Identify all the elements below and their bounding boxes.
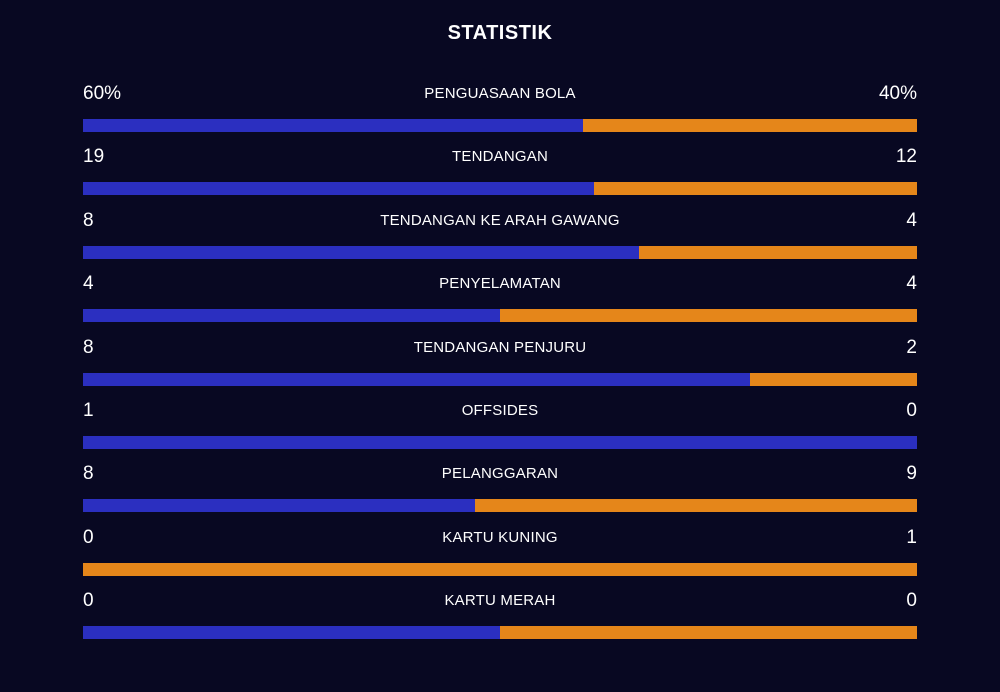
- stat-row-corners: 8 TENDANGAN PENJURU 2: [83, 336, 917, 399]
- stat-label: PELANGGARAN: [441, 465, 559, 483]
- away-bar-segment: [475, 499, 917, 513]
- stat-row-yellow-cards: 0 KARTU KUNING 1: [83, 526, 917, 589]
- comparison-bar: [83, 626, 917, 640]
- home-bar-segment: [83, 435, 917, 449]
- comparison-bar: [83, 182, 917, 196]
- away-value: 4: [906, 273, 917, 295]
- home-value: 8: [83, 336, 94, 358]
- stat-label: PENYELAMATAN: [439, 275, 561, 293]
- away-bar-segment: [750, 372, 917, 386]
- home-value: 19: [83, 146, 105, 168]
- home-bar-segment: [83, 119, 584, 132]
- stats-list: 60% PENGUASAAN BOLA 40% 19 TENDANGAN 12 …: [83, 82, 917, 653]
- home-bar-segment: [83, 626, 500, 640]
- stat-row-shots: 19 TENDANGAN 12: [83, 145, 917, 208]
- home-value: 60%: [83, 83, 122, 104]
- home-bar-segment: [83, 499, 476, 513]
- stat-label: TENDANGAN PENJURU: [413, 338, 587, 356]
- stat-row-shots-on-target: 8 TENDANGAN KE ARAH GAWANG 4: [83, 209, 917, 272]
- stat-row-possession: 60% PENGUASAAN BOLA 40%: [83, 82, 917, 145]
- home-bar-segment: [83, 245, 640, 259]
- away-value: 12: [895, 146, 917, 168]
- home-bar-segment: [83, 372, 751, 386]
- away-bar-segment: [500, 309, 917, 323]
- comparison-bar: [83, 372, 917, 386]
- away-value: 1: [906, 526, 917, 548]
- away-bar-segment: [583, 119, 917, 132]
- home-value: 4: [83, 273, 94, 295]
- comparison-bar: [83, 245, 917, 259]
- away-bar-segment: [500, 626, 917, 640]
- away-value: 9: [906, 463, 917, 485]
- stat-label: TENDANGAN: [452, 148, 548, 166]
- stat-label: KARTU KUNING: [442, 528, 558, 546]
- away-bar-segment: [83, 562, 917, 576]
- home-value: 0: [83, 590, 94, 612]
- stat-row-fouls: 8 PELANGGARAN 9: [83, 462, 917, 525]
- comparison-bar: [83, 435, 917, 449]
- away-bar-segment: [594, 182, 917, 196]
- home-value: 0: [83, 526, 94, 548]
- home-bar-segment: [83, 182, 595, 196]
- home-value: 1: [83, 399, 94, 421]
- stat-label: KARTU MERAH: [444, 592, 556, 610]
- stat-label: OFFSIDES: [461, 401, 539, 419]
- stat-label: PENGUASAAN BOLA: [424, 85, 576, 102]
- stat-row-red-cards: 0 KARTU MERAH 0: [83, 589, 917, 652]
- home-value: 8: [83, 209, 94, 231]
- comparison-bar: [83, 119, 917, 132]
- away-bar-segment: [639, 245, 917, 259]
- away-value: 0: [906, 590, 917, 612]
- away-value: 40%: [878, 83, 917, 104]
- comparison-bar: [83, 499, 917, 513]
- stat-row-offsides: 1 OFFSIDES 0: [83, 399, 917, 462]
- away-value: 0: [906, 399, 917, 421]
- comparison-bar: [83, 309, 917, 323]
- away-value: 4: [906, 209, 917, 231]
- comparison-bar: [83, 562, 917, 576]
- stat-label: TENDANGAN KE ARAH GAWANG: [380, 211, 620, 229]
- home-value: 8: [83, 463, 94, 485]
- away-value: 2: [906, 336, 917, 358]
- stats-title: STATISTIK: [447, 22, 553, 44]
- stat-row-saves: 4 PENYELAMATAN 4: [83, 272, 917, 335]
- home-bar-segment: [83, 309, 500, 323]
